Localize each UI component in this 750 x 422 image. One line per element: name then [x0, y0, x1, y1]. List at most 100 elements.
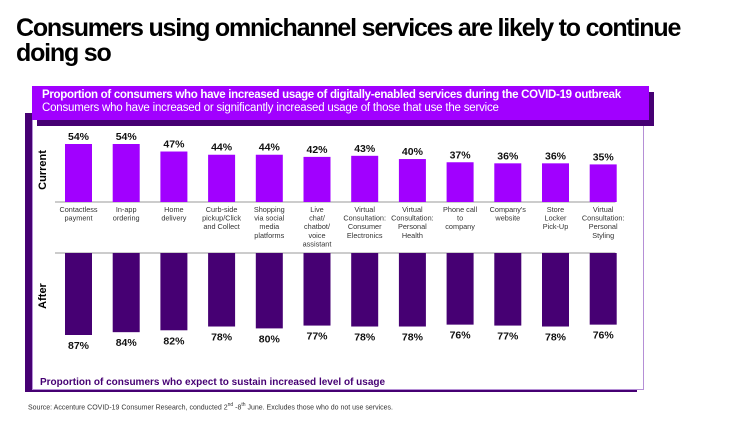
after-data-label: 78%	[545, 332, 567, 344]
category-label: website	[494, 214, 520, 223]
current-data-label: 44%	[211, 142, 233, 154]
after-bar	[398, 253, 426, 327]
series-label-after: After	[37, 282, 49, 308]
category-label: In-app	[116, 205, 137, 214]
category-label: Consultation:	[343, 214, 386, 223]
category-label: company	[445, 222, 475, 231]
category-label: Virtual	[593, 205, 614, 214]
current-data-label: 35%	[593, 151, 615, 163]
category-label: via social	[254, 214, 284, 223]
current-bar	[398, 159, 426, 202]
after-data-label: 84%	[116, 337, 138, 349]
current-data-label: 54%	[68, 131, 90, 143]
after-bar	[208, 253, 236, 327]
category-label: pickup/Click	[202, 214, 241, 223]
category-label: Personal	[589, 222, 618, 231]
after-data-label: 80%	[259, 333, 281, 345]
category-label: Company's	[490, 205, 527, 214]
after-data-label: 78%	[211, 332, 233, 344]
after-bar	[160, 253, 188, 331]
category-label: Curb-side	[206, 205, 238, 214]
category-label: Consumer	[348, 222, 382, 231]
current-bar	[65, 144, 92, 202]
current-bar	[255, 154, 283, 202]
current-data-label: 36%	[497, 150, 519, 162]
current-data-label: 42%	[306, 144, 328, 156]
banner-heading: Proportion of consumers who have increas…	[42, 89, 621, 101]
category-label: Virtual	[402, 205, 423, 214]
current-bar	[494, 163, 522, 202]
category-label: Personal	[398, 222, 427, 231]
after-data-label: 77%	[306, 331, 328, 343]
source-text: -8	[233, 404, 242, 412]
category-label: Pick-Up	[543, 222, 569, 231]
after-data-label: 82%	[163, 335, 185, 347]
source-text: June. Excludes those who do not use serv…	[245, 404, 393, 412]
after-data-label: 78%	[354, 332, 376, 344]
after-bar	[589, 253, 617, 325]
page-title: Consumers using omnichannel services are…	[16, 14, 681, 67]
category-label: Electronics	[347, 231, 383, 240]
after-data-label: 76%	[450, 330, 472, 342]
current-data-label: 54%	[116, 131, 138, 143]
current-bar	[446, 162, 474, 202]
current-data-label: 36%	[545, 150, 567, 162]
after-bar	[494, 253, 522, 326]
after-bar	[255, 253, 283, 329]
category-label: voice	[308, 231, 325, 240]
current-bar	[160, 151, 188, 202]
category-label: Live	[310, 205, 323, 214]
after-data-label: 87%	[68, 340, 90, 352]
source-sup: th	[241, 402, 246, 408]
category-label: Health	[402, 231, 423, 240]
category-label: ordering	[113, 214, 140, 223]
after-data-label: 76%	[593, 330, 615, 342]
after-bar	[446, 253, 474, 325]
current-data-label: 47%	[163, 139, 185, 151]
chart-banner: Proportion of consumers who have increas…	[32, 86, 649, 120]
category-label: Phone call	[443, 205, 477, 214]
category-label: payment	[65, 214, 93, 223]
current-data-label: 44%	[259, 142, 281, 154]
after-bar	[351, 253, 379, 327]
category-label: delivery	[161, 214, 186, 223]
current-bar	[589, 164, 617, 202]
after-data-label: 78%	[402, 332, 424, 344]
category-label: Consultation:	[582, 214, 625, 223]
category-label: and Collect	[203, 222, 240, 231]
banner-subheading: Consumers who have increased or signific…	[42, 102, 499, 114]
after-bar	[65, 253, 92, 335]
after-data-label: 77%	[497, 331, 519, 343]
source-text: Source: Accenture COVID-19 Consumer Rese…	[28, 404, 228, 412]
category-label: media	[259, 222, 280, 231]
current-data-label: 43%	[354, 143, 376, 155]
source-note: Source: Accenture COVID-19 Consumer Rese…	[28, 402, 393, 411]
current-bar	[351, 155, 379, 202]
category-label: to	[457, 214, 463, 223]
current-bar	[303, 156, 331, 202]
current-bar	[208, 154, 236, 202]
current-bar	[112, 144, 140, 202]
category-label: Styling	[592, 231, 614, 240]
after-bar	[112, 253, 140, 333]
footer-note: Proportion of consumers who expect to su…	[40, 377, 386, 388]
category-label: assistant	[303, 239, 332, 248]
after-bar	[542, 253, 569, 327]
category-label: Store	[547, 205, 564, 214]
category-label: Consultation:	[391, 214, 434, 223]
source-sup: nd	[227, 402, 234, 408]
category-label: Virtual	[354, 205, 375, 214]
category-label: Locker	[545, 214, 567, 223]
category-label: Shopping	[254, 205, 285, 214]
current-data-label: 37%	[450, 149, 472, 161]
series-label-current: Current	[37, 150, 49, 190]
category-label: chat/	[309, 214, 326, 223]
after-bar	[303, 253, 331, 326]
category-label: chatbot/	[304, 222, 331, 231]
current-data-label: 40%	[402, 146, 424, 158]
category-label: Home	[164, 205, 183, 214]
current-bar	[542, 163, 569, 202]
category-label: platforms	[254, 231, 284, 240]
category-label: Contactless	[59, 205, 97, 214]
